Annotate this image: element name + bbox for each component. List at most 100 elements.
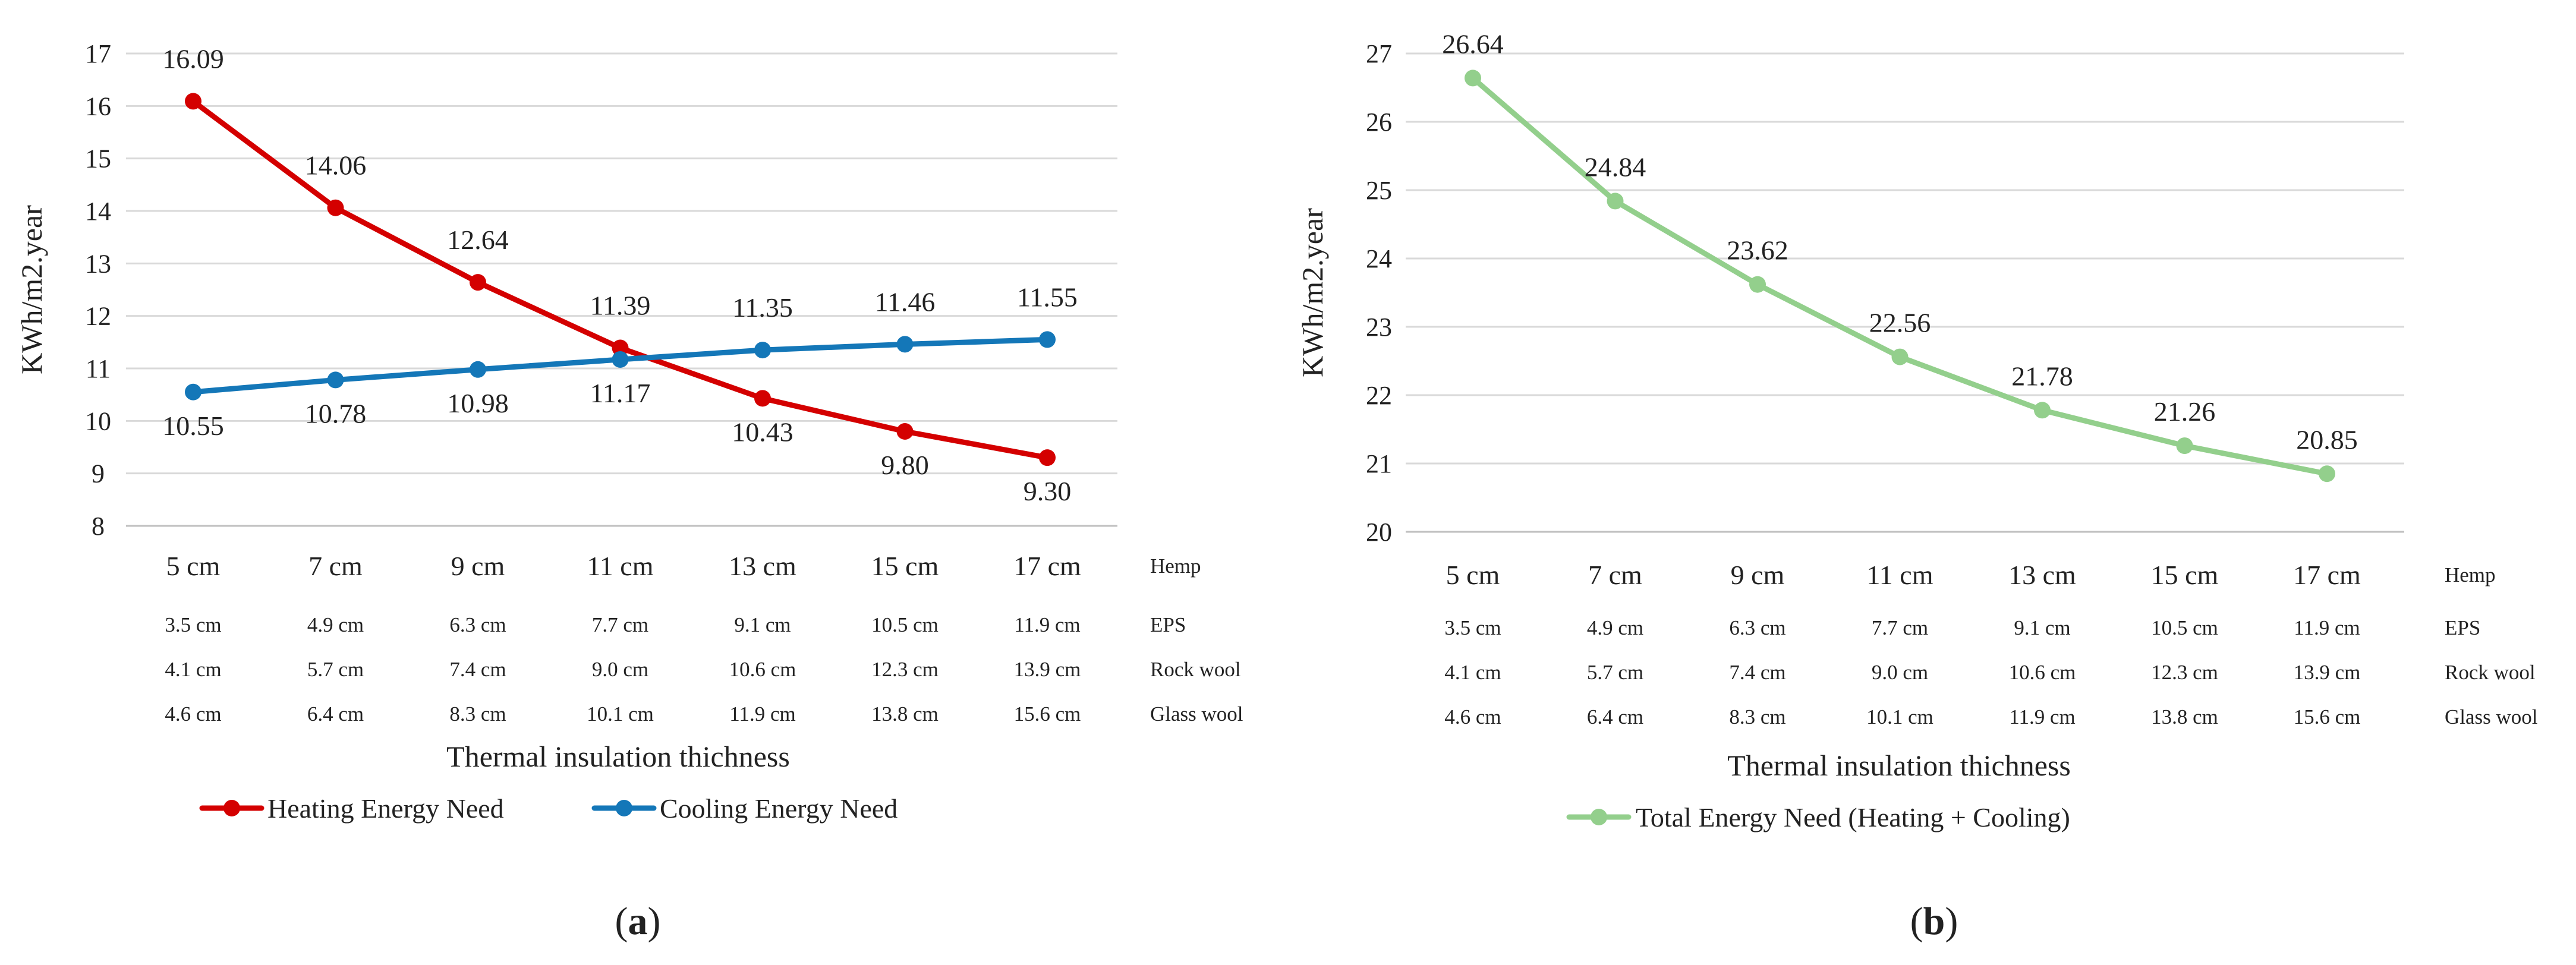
y-tick-label: 10 [85, 406, 111, 436]
row-label: Glass wool [2445, 705, 2538, 729]
x-tick-label: 7 cm [308, 551, 363, 581]
y-tick-label: 22 [1366, 381, 1392, 410]
data-label: 10.98 [447, 388, 509, 418]
x-row-value: 5.7 cm [307, 658, 364, 681]
y-tick-label: 9 [92, 459, 105, 488]
x-row-value: 4.9 cm [1587, 616, 1643, 639]
x-row-value: 15.6 cm [2294, 705, 2361, 729]
data-point [612, 339, 629, 357]
data-point [896, 336, 914, 353]
data-label: 9.30 [1024, 476, 1072, 506]
data-label: 21.78 [2011, 361, 2073, 391]
y-tick-label: 14 [85, 197, 111, 226]
data-label: 11.35 [732, 292, 793, 323]
data-label: 23.62 [1727, 235, 1788, 266]
data-label: 12.64 [447, 225, 509, 255]
data-point [1039, 449, 1056, 466]
row-label: EPS [1150, 613, 1186, 636]
data-point [470, 274, 486, 291]
y-tick-label: 13 [85, 249, 111, 278]
row-label: Rock wool [1150, 658, 1241, 681]
x-row-value: 10.5 cm [871, 613, 939, 636]
x-row-value: 7.4 cm [449, 658, 506, 681]
y-tick-label: 12 [85, 302, 111, 331]
data-label: 14.06 [305, 150, 367, 181]
data-label: 10.43 [732, 417, 793, 447]
data-point [896, 423, 914, 440]
x-row-value: 10.6 cm [2009, 661, 2076, 684]
data-point [2034, 402, 2051, 419]
x-axis-title: Thermal insulation thichness [1727, 749, 2071, 782]
x-row-value: 10.1 cm [587, 702, 654, 726]
x-row-value: 4.6 cm [165, 702, 221, 726]
legend-marker [1591, 809, 1607, 825]
data-point [1891, 348, 1909, 365]
x-row-value: 7.7 cm [1872, 616, 1928, 639]
panel-label: (a) [615, 900, 661, 943]
y-axis-title: KWh/m2.year [1296, 208, 1329, 377]
x-row-value: 13.8 cm [871, 702, 939, 726]
data-point [1039, 331, 1056, 348]
x-row-value: 4.1 cm [165, 658, 221, 681]
y-tick-label: 15 [85, 144, 111, 174]
x-row-value: 13.8 cm [2151, 705, 2218, 729]
x-row-value: 4.1 cm [1444, 661, 1501, 684]
x-row-value: 10.6 cm [729, 658, 796, 681]
row-label: Hemp [1150, 554, 1201, 578]
row-label: Glass wool [1150, 702, 1243, 726]
x-row-value: 9.0 cm [592, 658, 648, 681]
x-row-value: 6.3 cm [449, 613, 506, 636]
y-tick-label: 21 [1366, 449, 1392, 478]
y-tick-label: 27 [1366, 39, 1392, 68]
y-tick-label: 26 [1366, 108, 1392, 137]
row-label: Hemp [2445, 563, 2496, 586]
legend-label: Total Energy Need (Heating + Cooling) [1636, 802, 2070, 832]
x-row-value: 3.5 cm [165, 613, 221, 636]
data-label: 20.85 [2296, 424, 2358, 455]
chart-panel-a: 8 9 10 11 12 13 14 15 16 17 KWh/m2.year 5 cm 7 cm 9 c… [15, 39, 1243, 943]
row-label: Rock wool [2445, 661, 2536, 684]
x-tick-label: 15 cm [871, 551, 939, 581]
data-point [754, 390, 771, 407]
data-point [185, 93, 201, 110]
x-row-value: 9.1 cm [734, 613, 791, 636]
data-point [1465, 70, 1481, 87]
x-row-value: 6.3 cm [1729, 616, 1785, 639]
x-row-value: 11.9 cm [2294, 616, 2360, 639]
data-label: 11.17 [590, 378, 651, 408]
x-row-value: 13.9 cm [1014, 658, 1081, 681]
data-point [185, 383, 201, 400]
legend-label: Heating Energy Need [267, 793, 504, 824]
data-label: 26.64 [1442, 29, 1504, 59]
data-label: 16.09 [162, 43, 224, 74]
data-point [1607, 193, 1624, 210]
y-tick-label: 25 [1366, 176, 1392, 205]
row-label: EPS [2445, 616, 2480, 639]
x-row-value: 11.9 cm [729, 702, 795, 726]
y-tick-label: 23 [1366, 313, 1392, 342]
data-point [327, 199, 344, 216]
x-row-value: 7.4 cm [1729, 661, 1785, 684]
x-row-value: 12.3 cm [871, 658, 939, 681]
y-tick-label: 17 [85, 39, 111, 68]
data-label: 22.56 [1869, 308, 1931, 338]
legend-marker [223, 800, 240, 816]
x-tick-label: 17 cm [2293, 560, 2361, 590]
legend-marker [616, 800, 632, 816]
x-row-value: 13.9 cm [2294, 661, 2361, 684]
y-tick-label: 11 [86, 354, 111, 383]
x-tick-label: 13 cm [2008, 560, 2076, 590]
x-row-value: 4.9 cm [307, 613, 364, 636]
data-label: 11.46 [875, 286, 936, 317]
x-axis-title: Thermal insulation thichness [446, 740, 790, 773]
x-tick-label: 9 cm [451, 551, 505, 581]
x-tick-label: 17 cm [1013, 551, 1081, 581]
data-point [2319, 465, 2335, 482]
x-row-value: 10.5 cm [2151, 616, 2218, 639]
data-label: 11.39 [590, 291, 651, 321]
x-tick-label: 11 cm [587, 551, 654, 581]
data-point [754, 342, 771, 359]
x-row-value: 8.3 cm [1729, 705, 1785, 729]
x-row-value: 9.0 cm [1872, 661, 1928, 684]
